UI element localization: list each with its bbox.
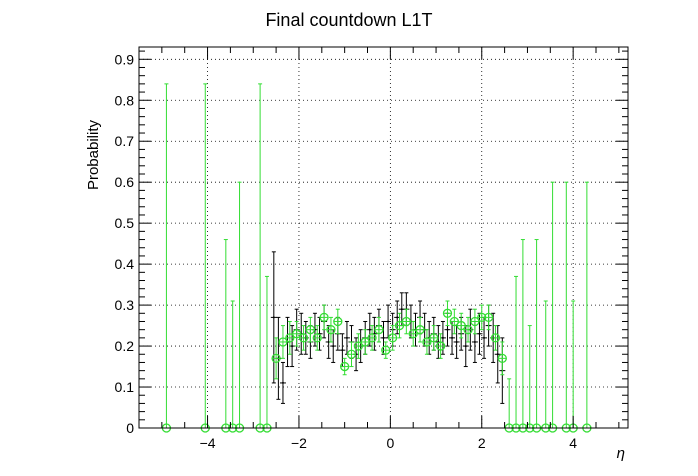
y-tick-label: 0.8 [115,92,135,108]
data-point [446,328,449,331]
y-tick-label: 0 [126,420,134,436]
x-tick-label: 2 [478,435,486,451]
data-point [345,336,348,339]
y-tick-label: 0.1 [115,379,135,395]
data-point [483,336,486,339]
y-axis-label: Probability [85,120,102,191]
data-point [451,336,454,339]
data-point [272,316,275,319]
data-point [332,345,335,348]
series-0 [270,251,506,404]
data-point [291,345,294,348]
series-layer [161,83,592,433]
y-tick-label: 0.4 [115,256,135,272]
data-point [400,308,403,311]
x-axis-label: η [617,445,625,462]
data-point [441,336,444,339]
x-tick-label: 4 [569,435,577,451]
data-point [382,336,385,339]
data-point [496,353,499,356]
grid [139,47,628,428]
plot-frame [138,46,629,429]
y-tick-label: 0.3 [115,297,135,313]
data-point [281,381,284,384]
data-point [464,345,467,348]
data-point [387,320,390,323]
axes: −4 −2 0 2 4 0 0.1 0.2 0.3 0.4 0.5 0.6 0.7 0.8 0.9 [115,47,628,451]
data-point [368,328,371,331]
y-tick-label: 0.9 [115,51,135,67]
x-tick-label: −2 [291,435,307,451]
x-tick-label: 0 [386,435,394,451]
data-point [478,332,481,335]
y-tick-label: 0.5 [115,215,135,231]
y-tick-label: 0.7 [115,133,135,149]
series-1 [161,83,592,433]
chart-title: Final countdown L1T [265,10,432,30]
data-point [396,316,399,319]
data-point [473,340,476,343]
x-tick-label: −4 [200,435,216,451]
data-point [455,340,458,343]
y-tick-label: 0.6 [115,174,135,190]
data-point [341,349,344,352]
y-tick-label: 0.2 [115,338,135,354]
